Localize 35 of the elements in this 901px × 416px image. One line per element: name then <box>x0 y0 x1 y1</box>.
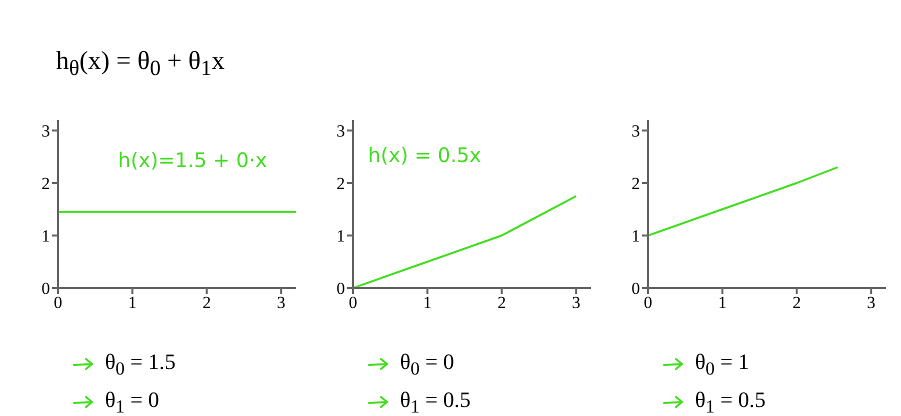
chart-title: h$_{θ}$(x) = θ$_{0}$ + θ$_{1}$x <box>56 46 225 82</box>
x-tick-label: 0 <box>644 293 652 312</box>
x-tick-label: 3 <box>276 293 286 312</box>
text: θ$_{0}$ = 1.5 <box>105 349 176 378</box>
y-tick-label: 3 <box>336 122 345 141</box>
x-tick-label: 2 <box>792 293 801 312</box>
x-tick-label: 3 <box>866 293 876 312</box>
annotation: h(x)=1.5 + 0·x <box>118 148 268 172</box>
y-tick-label: 1 <box>42 226 50 246</box>
y-tick-label: 3 <box>42 122 50 141</box>
y-tick-label: 0 <box>336 279 345 298</box>
y-tick-label: 2 <box>632 174 640 194</box>
y-tick-label: 1 <box>632 226 640 246</box>
text: θ$_{0}$ = 1 <box>695 349 750 378</box>
x-tick-label: 3 <box>572 293 580 312</box>
x-tick-label: 2 <box>202 293 211 312</box>
y-tick-label: 1 <box>336 226 345 246</box>
x-tick-label: 1 <box>423 293 432 312</box>
text: θ$_{0}$ = 0 <box>400 349 454 378</box>
x-tick-label: 2 <box>498 293 506 312</box>
line-series <box>648 166 839 236</box>
y-tick-label: 2 <box>42 174 50 194</box>
text: θ$_{1}$ = 0 <box>105 387 160 416</box>
text: θ$_{1}$ = 0.5 <box>695 387 766 416</box>
x-tick-label: 0 <box>348 293 358 312</box>
y-tick-label: 2 <box>336 174 345 194</box>
text: θ$_{1}$ = 0.5 <box>400 387 471 416</box>
x-tick-label: 0 <box>54 293 62 312</box>
y-tick-label: 0 <box>42 279 50 298</box>
y-tick-label: 3 <box>632 122 640 141</box>
x-tick-label: 1 <box>128 293 137 312</box>
x-tick-label: 1 <box>718 293 727 312</box>
y-tick-label: 0 <box>632 279 640 298</box>
annotation: h(x) = 0.5x <box>368 143 482 167</box>
line-series <box>353 195 578 288</box>
